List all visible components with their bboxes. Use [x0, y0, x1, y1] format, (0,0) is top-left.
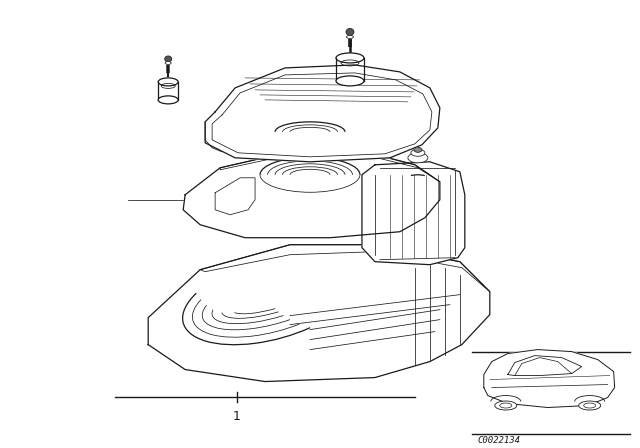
Ellipse shape: [500, 403, 512, 408]
Ellipse shape: [336, 76, 364, 86]
Polygon shape: [148, 245, 490, 382]
Ellipse shape: [495, 401, 516, 410]
Ellipse shape: [346, 29, 354, 35]
Ellipse shape: [164, 56, 172, 62]
Ellipse shape: [346, 35, 353, 39]
Polygon shape: [215, 178, 255, 215]
Polygon shape: [183, 152, 440, 238]
Polygon shape: [362, 162, 465, 265]
Polygon shape: [205, 65, 440, 162]
Ellipse shape: [158, 96, 178, 104]
Polygon shape: [484, 349, 614, 408]
Polygon shape: [508, 356, 582, 375]
Ellipse shape: [584, 403, 596, 408]
Ellipse shape: [414, 147, 422, 152]
Ellipse shape: [579, 401, 601, 410]
Text: 1: 1: [233, 409, 241, 422]
Ellipse shape: [408, 153, 428, 163]
Ellipse shape: [411, 149, 425, 156]
Ellipse shape: [158, 78, 178, 86]
Text: C0022134: C0022134: [478, 436, 521, 445]
Ellipse shape: [336, 53, 364, 63]
Ellipse shape: [165, 61, 171, 65]
